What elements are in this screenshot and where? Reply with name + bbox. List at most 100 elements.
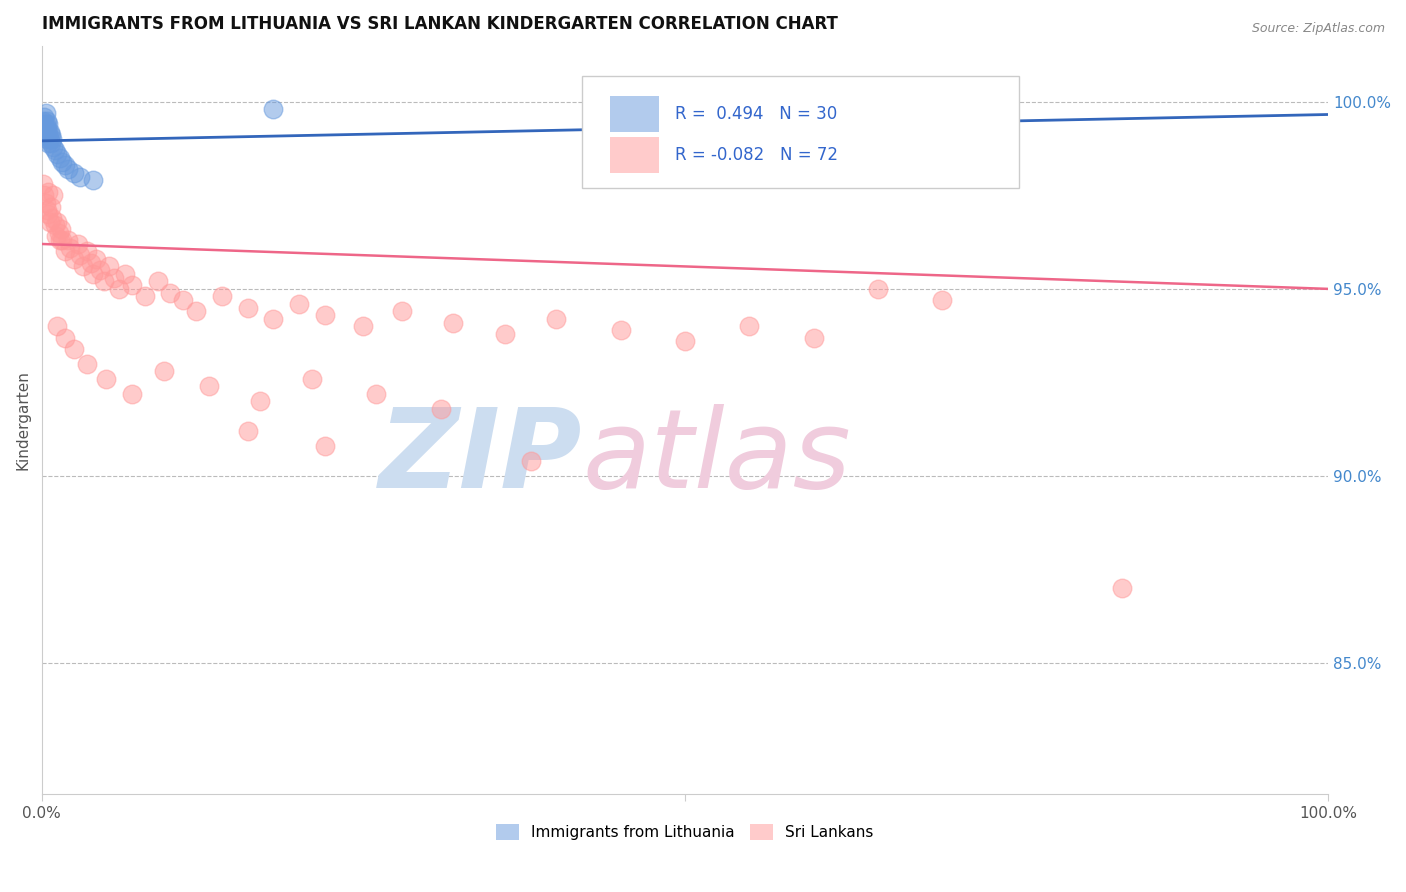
Point [366, 386, 388, 401]
Point [262, 103, 284, 117]
Point [494, 326, 516, 341]
Point [63, 342, 86, 356]
Point [49, 233, 72, 247]
Point [46, 147, 69, 161]
Point [76, 244, 98, 259]
Point [35, 132, 58, 146]
Point [236, 301, 259, 315]
Point [35, 120, 58, 135]
Point [236, 424, 259, 438]
Point [153, 364, 176, 378]
Point [34, 128, 56, 143]
Point [198, 379, 221, 393]
Point [34, 188, 56, 202]
Point [38, 214, 60, 228]
Point [39, 128, 62, 143]
Point [121, 278, 143, 293]
Point [262, 311, 284, 326]
Point [49, 151, 72, 165]
Point [97, 260, 120, 274]
Point [46, 319, 69, 334]
Point [84, 252, 107, 266]
Point [37, 125, 59, 139]
Point [45, 229, 67, 244]
Point [38, 132, 60, 146]
Text: IMMIGRANTS FROM LITHUANIA VS SRI LANKAN KINDERGARTEN CORRELATION CHART: IMMIGRANTS FROM LITHUANIA VS SRI LANKAN … [42, 15, 838, 33]
Point [32, 113, 55, 128]
Point [53, 330, 76, 344]
Point [82, 267, 104, 281]
Legend: Immigrants from Lithuania, Sri Lankans: Immigrants from Lithuania, Sri Lankans [491, 818, 880, 847]
Point [34, 117, 56, 131]
Point [66, 237, 89, 252]
Point [51, 154, 73, 169]
Point [42, 139, 65, 153]
Point [134, 289, 156, 303]
Point [89, 263, 111, 277]
Point [39, 136, 62, 150]
Point [391, 304, 413, 318]
Point [94, 372, 117, 386]
Point [44, 144, 66, 158]
Point [56, 162, 79, 177]
Point [121, 386, 143, 401]
Point [186, 304, 208, 318]
Point [79, 255, 101, 269]
Text: atlas: atlas [582, 404, 851, 511]
Point [49, 222, 72, 236]
Point [93, 274, 115, 288]
Point [38, 125, 60, 139]
Point [63, 252, 86, 266]
Point [314, 308, 336, 322]
Text: ZIP: ZIP [378, 404, 582, 511]
Point [63, 166, 86, 180]
Point [34, 117, 56, 131]
Point [76, 357, 98, 371]
Point [172, 293, 194, 307]
Text: R = -0.082   N = 72: R = -0.082 N = 72 [675, 146, 838, 164]
Point [519, 454, 541, 468]
Point [429, 401, 451, 416]
Point [37, 117, 59, 131]
Text: R =  0.494   N = 30: R = 0.494 N = 30 [675, 104, 837, 123]
Point [114, 267, 136, 281]
Point [673, 334, 696, 349]
Point [32, 177, 55, 191]
Y-axis label: Kindergarten: Kindergarten [15, 370, 30, 470]
Text: Source: ZipAtlas.com: Source: ZipAtlas.com [1251, 22, 1385, 36]
Point [34, 195, 56, 210]
Point [41, 132, 63, 146]
Point [69, 169, 91, 184]
Point [34, 106, 56, 120]
Point [352, 319, 374, 334]
Point [931, 293, 953, 307]
Point [803, 330, 825, 344]
Point [146, 274, 169, 288]
Point [738, 319, 761, 334]
Point [249, 394, 271, 409]
Point [103, 270, 125, 285]
Point [82, 173, 104, 187]
Point [211, 289, 233, 303]
Point [37, 207, 59, 221]
Point [34, 110, 56, 124]
Point [48, 226, 70, 240]
Point [42, 188, 65, 202]
Point [32, 120, 55, 135]
Point [866, 282, 889, 296]
Point [69, 248, 91, 262]
Point [288, 297, 311, 311]
Point [159, 285, 181, 300]
Point [301, 372, 323, 386]
Point [56, 233, 79, 247]
FancyBboxPatch shape [582, 76, 1019, 188]
Point [37, 185, 59, 199]
Point [59, 241, 82, 255]
Point [44, 219, 66, 233]
Point [51, 233, 73, 247]
Point [72, 260, 94, 274]
Point [108, 282, 131, 296]
Point [546, 311, 568, 326]
FancyBboxPatch shape [610, 95, 659, 132]
Point [41, 211, 63, 225]
